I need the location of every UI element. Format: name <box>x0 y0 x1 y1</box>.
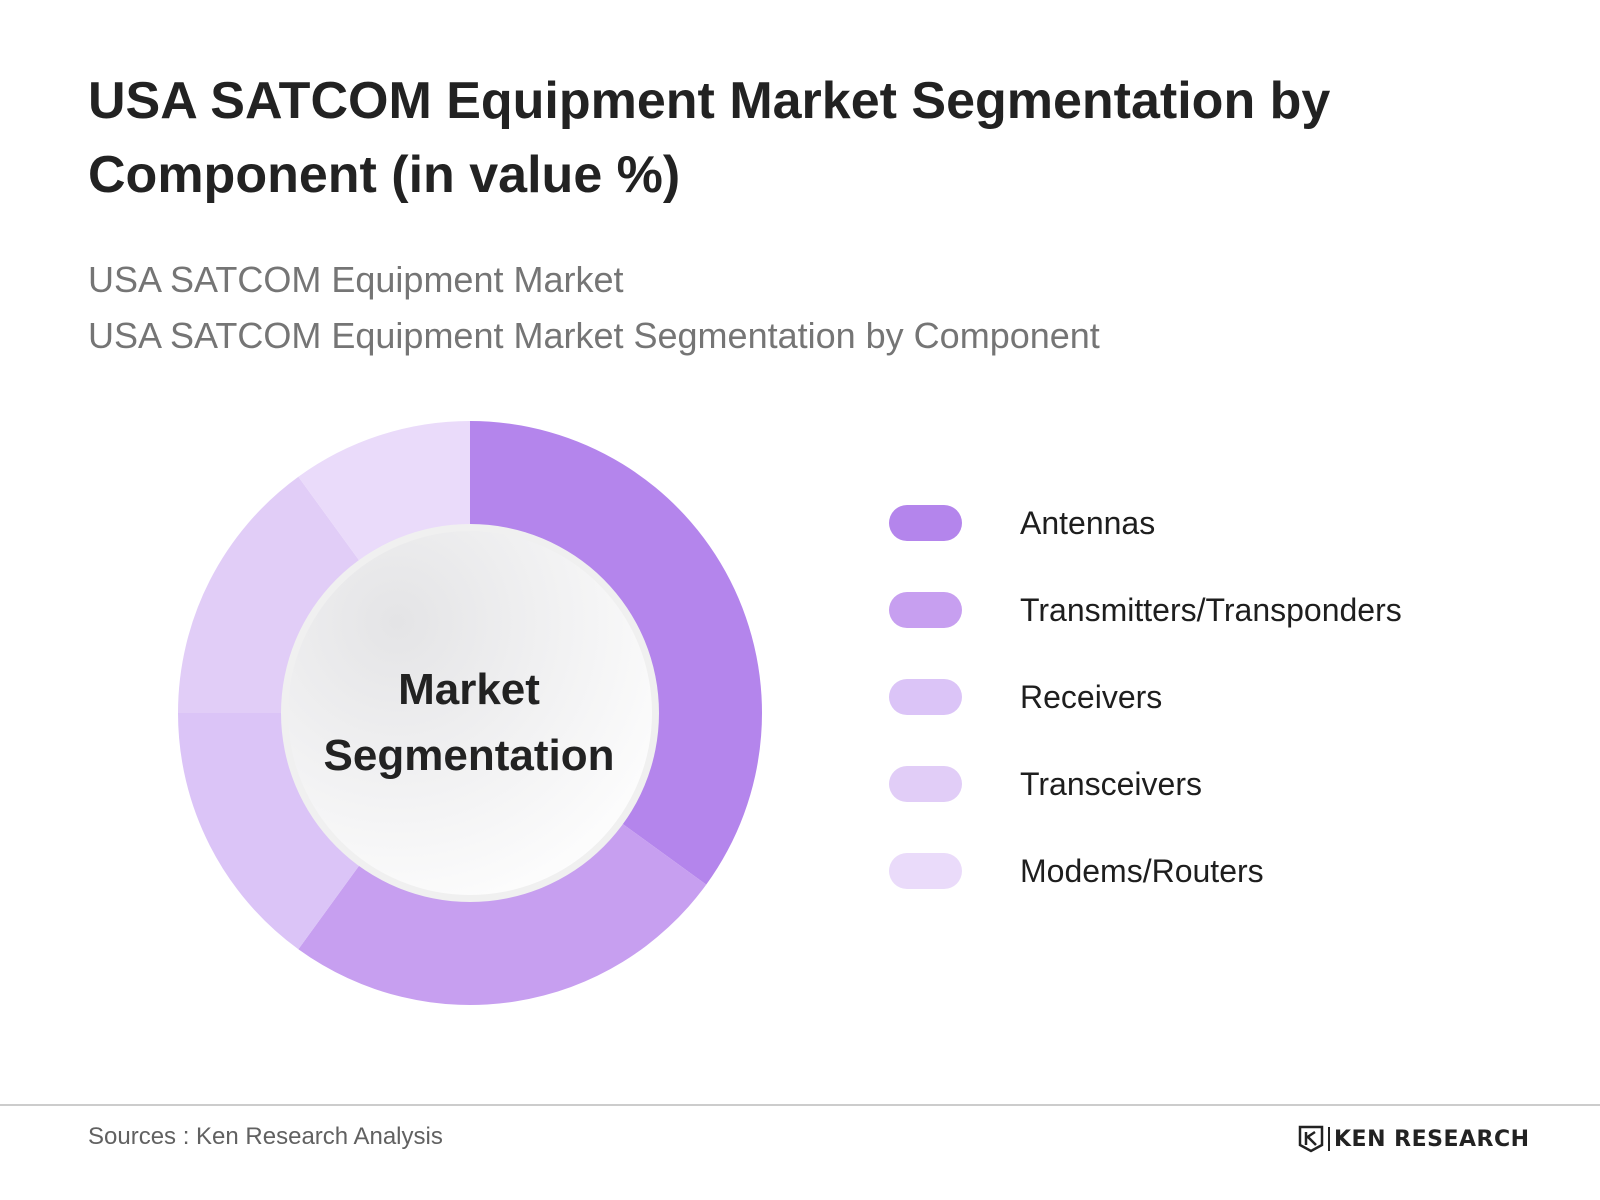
legend-swatch <box>889 592 962 628</box>
legend-label-transmitters-transponders: Transmitters/Transponders <box>1020 592 1402 628</box>
ken-research-logo-icon <box>1298 1125 1324 1153</box>
legend-swatch <box>889 679 962 715</box>
legend-swatch <box>889 505 962 541</box>
center-label: Market Segmentation <box>323 665 615 780</box>
logo-text: KEN RESEARCH <box>1334 1126 1530 1152</box>
legend-label-modems-routers: Modems/Routers <box>1020 853 1264 889</box>
donut-chart <box>178 421 762 1005</box>
donut-hub <box>288 531 652 895</box>
subtitle-segmentation: USA SATCOM Equipment Market Segmentation… <box>88 315 1100 356</box>
legend-label-antennas: Antennas <box>1020 505 1156 541</box>
legend-swatch <box>889 853 962 889</box>
legend-swatch <box>889 766 962 802</box>
donut-slice-transmitters-transponders <box>298 815 707 1005</box>
logo-separator <box>1328 1127 1330 1151</box>
donut-slice-antennas <box>470 421 762 885</box>
sources-note: Sources : Ken Research Analysis <box>88 1123 443 1150</box>
legend-label-receivers: Receivers <box>1020 679 1163 715</box>
donut-slice-transceivers <box>178 476 368 713</box>
chart-title: USA SATCOM Equipment Market Segmentation… <box>88 72 1331 204</box>
legend-label-transceivers: Transceivers <box>1020 766 1202 802</box>
footer-divider <box>0 1104 1600 1106</box>
donut-slice-receivers <box>178 713 368 950</box>
subtitle-market: USA SATCOM Equipment Market <box>88 259 624 300</box>
ken-research-logo: KEN RESEARCH <box>1298 1122 1530 1156</box>
